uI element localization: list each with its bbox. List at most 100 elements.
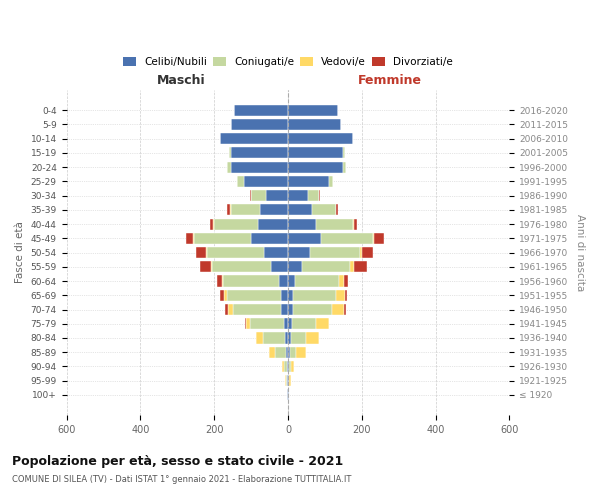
Bar (260, 204, 288, 216)
Bar (269, 346, 275, 358)
Bar (251, 233, 288, 244)
Bar (291, 332, 305, 344)
Bar (288, 133, 353, 144)
Bar (310, 247, 360, 258)
Bar (200, 261, 211, 272)
Bar (282, 361, 284, 372)
Bar (288, 176, 329, 187)
Bar (220, 290, 224, 301)
Bar (350, 261, 353, 272)
Bar (289, 375, 290, 386)
Bar (339, 276, 344, 286)
Bar (288, 304, 293, 315)
Y-axis label: Anni di nascita: Anni di nascita (575, 214, 585, 291)
Bar (227, 290, 281, 301)
Bar (284, 361, 287, 372)
Bar (336, 290, 345, 301)
Bar (321, 233, 373, 244)
Bar (279, 276, 288, 286)
Bar (231, 204, 260, 216)
Bar (244, 176, 288, 187)
Bar (288, 375, 289, 386)
Bar (256, 332, 263, 344)
Bar (212, 261, 271, 272)
Bar (186, 233, 193, 244)
Bar (312, 204, 336, 216)
Bar (316, 218, 353, 230)
Bar (211, 261, 212, 272)
Bar (288, 261, 302, 272)
Bar (235, 104, 288, 116)
Bar (345, 290, 347, 301)
Bar (263, 332, 285, 344)
Bar (288, 104, 338, 116)
Bar (286, 375, 287, 386)
Bar (344, 304, 346, 315)
Bar (271, 261, 288, 272)
Bar (344, 276, 348, 286)
Legend: Celibi/Nubili, Coniugati/e, Vedovi/e, Divorziati/e: Celibi/Nubili, Coniugati/e, Vedovi/e, Di… (119, 52, 457, 72)
Bar (245, 318, 246, 330)
Bar (210, 218, 214, 230)
Bar (207, 247, 264, 258)
Bar (291, 361, 294, 372)
Text: Femmine: Femmine (358, 74, 422, 86)
Bar (362, 247, 373, 258)
Bar (288, 390, 289, 400)
Bar (250, 190, 251, 201)
Bar (288, 318, 292, 330)
Bar (227, 204, 230, 216)
Bar (229, 148, 231, 158)
Bar (296, 346, 305, 358)
Bar (308, 190, 319, 201)
Bar (360, 247, 362, 258)
Bar (206, 247, 207, 258)
Bar (281, 304, 288, 315)
Bar (196, 247, 206, 258)
Bar (288, 148, 343, 158)
Bar (288, 204, 312, 216)
Bar (353, 261, 367, 272)
Bar (227, 162, 231, 172)
Bar (266, 190, 288, 201)
Bar (288, 346, 290, 358)
Bar (231, 162, 288, 172)
Bar (224, 290, 227, 301)
Text: Maschi: Maschi (157, 74, 206, 86)
Bar (233, 304, 281, 315)
Bar (285, 332, 288, 344)
Bar (336, 204, 338, 216)
Bar (264, 247, 288, 258)
Text: Popolazione per età, sesso e stato civile - 2021: Popolazione per età, sesso e stato civil… (12, 455, 343, 468)
Bar (288, 162, 343, 172)
Bar (251, 190, 266, 201)
Y-axis label: Fasce di età: Fasce di età (15, 222, 25, 284)
Bar (288, 332, 291, 344)
Bar (293, 304, 332, 315)
Bar (343, 162, 346, 172)
Bar (288, 233, 321, 244)
Bar (231, 119, 288, 130)
Bar (373, 233, 374, 244)
Text: COMUNE DI SILEA (TV) - Dati ISTAT 1° gennaio 2021 - Elaborazione TUTTITALIA.IT: COMUNE DI SILEA (TV) - Dati ISTAT 1° gen… (12, 475, 352, 484)
Bar (250, 318, 284, 330)
Bar (329, 176, 333, 187)
Bar (287, 390, 288, 400)
Bar (316, 318, 329, 330)
Bar (319, 190, 320, 201)
Bar (228, 304, 233, 315)
Bar (288, 247, 310, 258)
Bar (290, 346, 296, 358)
Bar (332, 304, 344, 315)
Bar (193, 233, 194, 244)
Bar (237, 176, 244, 187)
Bar (302, 261, 350, 272)
Bar (221, 276, 223, 286)
Bar (246, 318, 250, 330)
Bar (275, 346, 286, 358)
Bar (225, 304, 228, 315)
Bar (286, 346, 288, 358)
Bar (259, 218, 288, 230)
Bar (353, 218, 358, 230)
Bar (374, 233, 383, 244)
